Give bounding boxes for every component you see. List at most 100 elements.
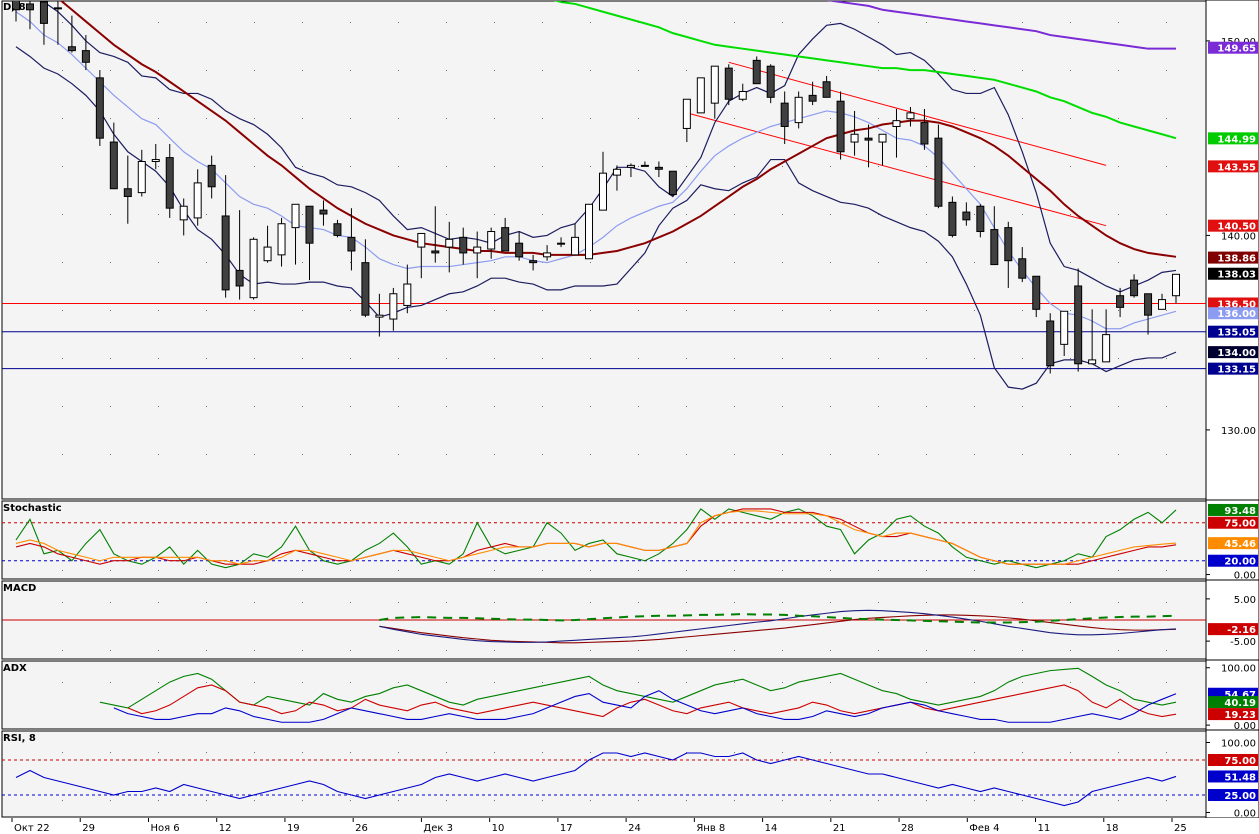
grid-dot	[158, 406, 159, 407]
value-badge	[1208, 516, 1258, 529]
grid-dot	[446, 358, 447, 359]
grid-dot	[926, 800, 927, 801]
grid-dot	[446, 454, 447, 455]
candle-body	[557, 242, 566, 245]
grid-dot	[686, 262, 687, 263]
candle-body	[598, 172, 607, 211]
candle-body	[417, 232, 426, 248]
grid-dot	[926, 752, 927, 753]
candle-body	[543, 252, 552, 258]
grid-dot	[350, 650, 351, 651]
grid-dot	[542, 682, 543, 683]
candle-body	[1172, 273, 1180, 297]
grid-dot	[1022, 650, 1023, 651]
grid-dot	[110, 602, 111, 603]
candle-body	[249, 238, 258, 299]
grid-dot	[254, 358, 255, 359]
grid-dot	[542, 118, 543, 119]
grid-dot	[734, 650, 735, 651]
grid-dot	[686, 22, 687, 23]
x-tick-label: Окт 22	[14, 823, 50, 834]
grid-dot	[62, 70, 63, 71]
grid-dot	[878, 570, 879, 571]
grid-dot	[302, 752, 303, 753]
grid-dot	[830, 800, 831, 801]
x-tick-label: 25	[1174, 823, 1187, 834]
grid-dot	[974, 406, 975, 407]
grid-dot	[590, 570, 591, 571]
grid-dot	[62, 118, 63, 119]
grid-dot	[494, 214, 495, 215]
value-badge-label: 75.00	[1224, 519, 1256, 530]
indicator-series-1	[127, 684, 1177, 718]
grid-dot	[1118, 570, 1119, 571]
candle-body	[137, 160, 146, 194]
y-tick-label: 0.00	[1234, 809, 1256, 820]
candle-body	[612, 168, 621, 176]
value-badge	[1208, 267, 1258, 280]
candle-body	[1116, 295, 1125, 308]
grid-dot	[590, 70, 591, 71]
grid-dot	[926, 310, 927, 311]
grid-dot	[686, 310, 687, 311]
grid-dot	[974, 358, 975, 359]
grid-dot	[974, 118, 975, 119]
grid-dot	[350, 310, 351, 311]
grid-dot	[446, 22, 447, 23]
grid-dot	[1022, 310, 1023, 311]
grid-dot	[878, 602, 879, 603]
grid-dot	[590, 22, 591, 23]
grid-dot	[1070, 570, 1071, 571]
grid-dot	[206, 454, 207, 455]
grid-dot	[782, 406, 783, 407]
grid-dot	[1070, 22, 1071, 23]
candle-body	[822, 81, 831, 98]
candle-body	[1004, 227, 1013, 262]
grid-dot	[494, 570, 495, 571]
candle-body	[682, 98, 691, 129]
grid-dot	[878, 454, 879, 455]
grid-dot	[734, 406, 735, 407]
grid-dot	[350, 406, 351, 407]
value-badge-label: 138.86	[1217, 254, 1256, 265]
grid-dot	[158, 358, 159, 359]
grid-dot	[542, 570, 543, 571]
grid-dot	[926, 682, 927, 683]
grid-dot	[734, 118, 735, 119]
grid-dot	[62, 650, 63, 651]
value-badge-label: 136.50	[1217, 299, 1256, 310]
x-tick-label: 21	[833, 823, 846, 834]
candle-body	[626, 164, 635, 168]
value-badge-label: 19.23	[1224, 710, 1256, 721]
grid-dot	[206, 752, 207, 753]
indicator-line-bb_band	[42, 1, 1177, 293]
grid-dot	[638, 454, 639, 455]
grid-dot	[1118, 166, 1119, 167]
x-tick-label: 14	[765, 823, 778, 834]
grid-dot	[926, 570, 927, 571]
grid-dot	[638, 570, 639, 571]
candle-body	[864, 137, 873, 141]
grid-dot	[1070, 752, 1071, 753]
grid-dot	[398, 358, 399, 359]
grid-dot	[158, 22, 159, 23]
candle-body	[836, 100, 845, 153]
grid-dot	[974, 70, 975, 71]
grid-dot	[686, 650, 687, 651]
value-badge	[1208, 325, 1258, 338]
grid-dot	[686, 800, 687, 801]
grid-dot	[1166, 214, 1167, 215]
candle-body	[976, 205, 985, 233]
candle-body	[1074, 285, 1083, 365]
trend-channel-line	[728, 61, 1107, 166]
grid-dot	[734, 570, 735, 571]
y-tick-label: 140.00	[1221, 231, 1256, 242]
grid-dot	[158, 602, 159, 603]
candle-body	[948, 201, 957, 236]
grid-dot	[1070, 214, 1071, 215]
grid-dot	[254, 214, 255, 215]
plot-area	[99, 667, 1177, 723]
grid-dot	[158, 800, 159, 801]
grid-dot	[494, 650, 495, 651]
candle-body	[165, 157, 174, 209]
